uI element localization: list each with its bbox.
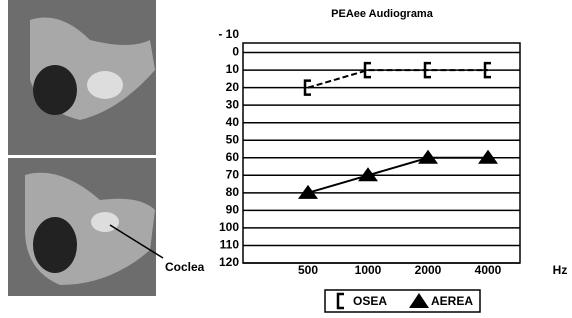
y-tick-label: 20 (226, 80, 240, 94)
legend-label: AEREA (431, 294, 473, 308)
x-axis-label: Hz (553, 263, 568, 277)
y-tick-label: 100 (219, 220, 239, 234)
legend-item: AEREA (409, 293, 473, 308)
triangle-marker (298, 185, 318, 199)
y-tick-label: 0 (232, 45, 239, 59)
figure-label: Coclea (165, 260, 205, 274)
y-tick-label: 10 (226, 62, 240, 76)
y-tick-label: 110 (220, 238, 240, 252)
plot-frame (243, 43, 520, 263)
ct-images (8, 0, 163, 296)
legend-label: OSEA (353, 294, 387, 308)
y-tick-label: 70 (226, 167, 240, 181)
ct-cochlea (87, 71, 123, 99)
figure: Coclea PEAee Audiograma Hz - 10 0 10 20 30 40… (0, 0, 572, 313)
y-tick-label: 40 (226, 115, 240, 129)
ct-cavity (33, 217, 77, 273)
x-tick-label: 500 (298, 263, 318, 277)
ct-cochlea (91, 212, 119, 232)
x-tick-label: 2000 (415, 263, 442, 277)
triangle-marker (358, 167, 378, 181)
y-tick-label: 60 (226, 150, 240, 164)
chart-title: PEAee Audiograma (331, 8, 434, 20)
x-tick-label: 1000 (355, 263, 382, 277)
y-tick-label: 80 (226, 185, 240, 199)
y-tick-label: - 10 (218, 27, 239, 41)
y-tick-label: 90 (226, 203, 240, 217)
y-tick-label: 30 (226, 97, 240, 111)
x-tick-label: 4000 (475, 263, 502, 277)
y-tick-label: 50 (226, 132, 240, 146)
y-tick-label: 120 (219, 255, 239, 269)
series-line (308, 70, 488, 88)
ct-cavity (33, 65, 77, 115)
